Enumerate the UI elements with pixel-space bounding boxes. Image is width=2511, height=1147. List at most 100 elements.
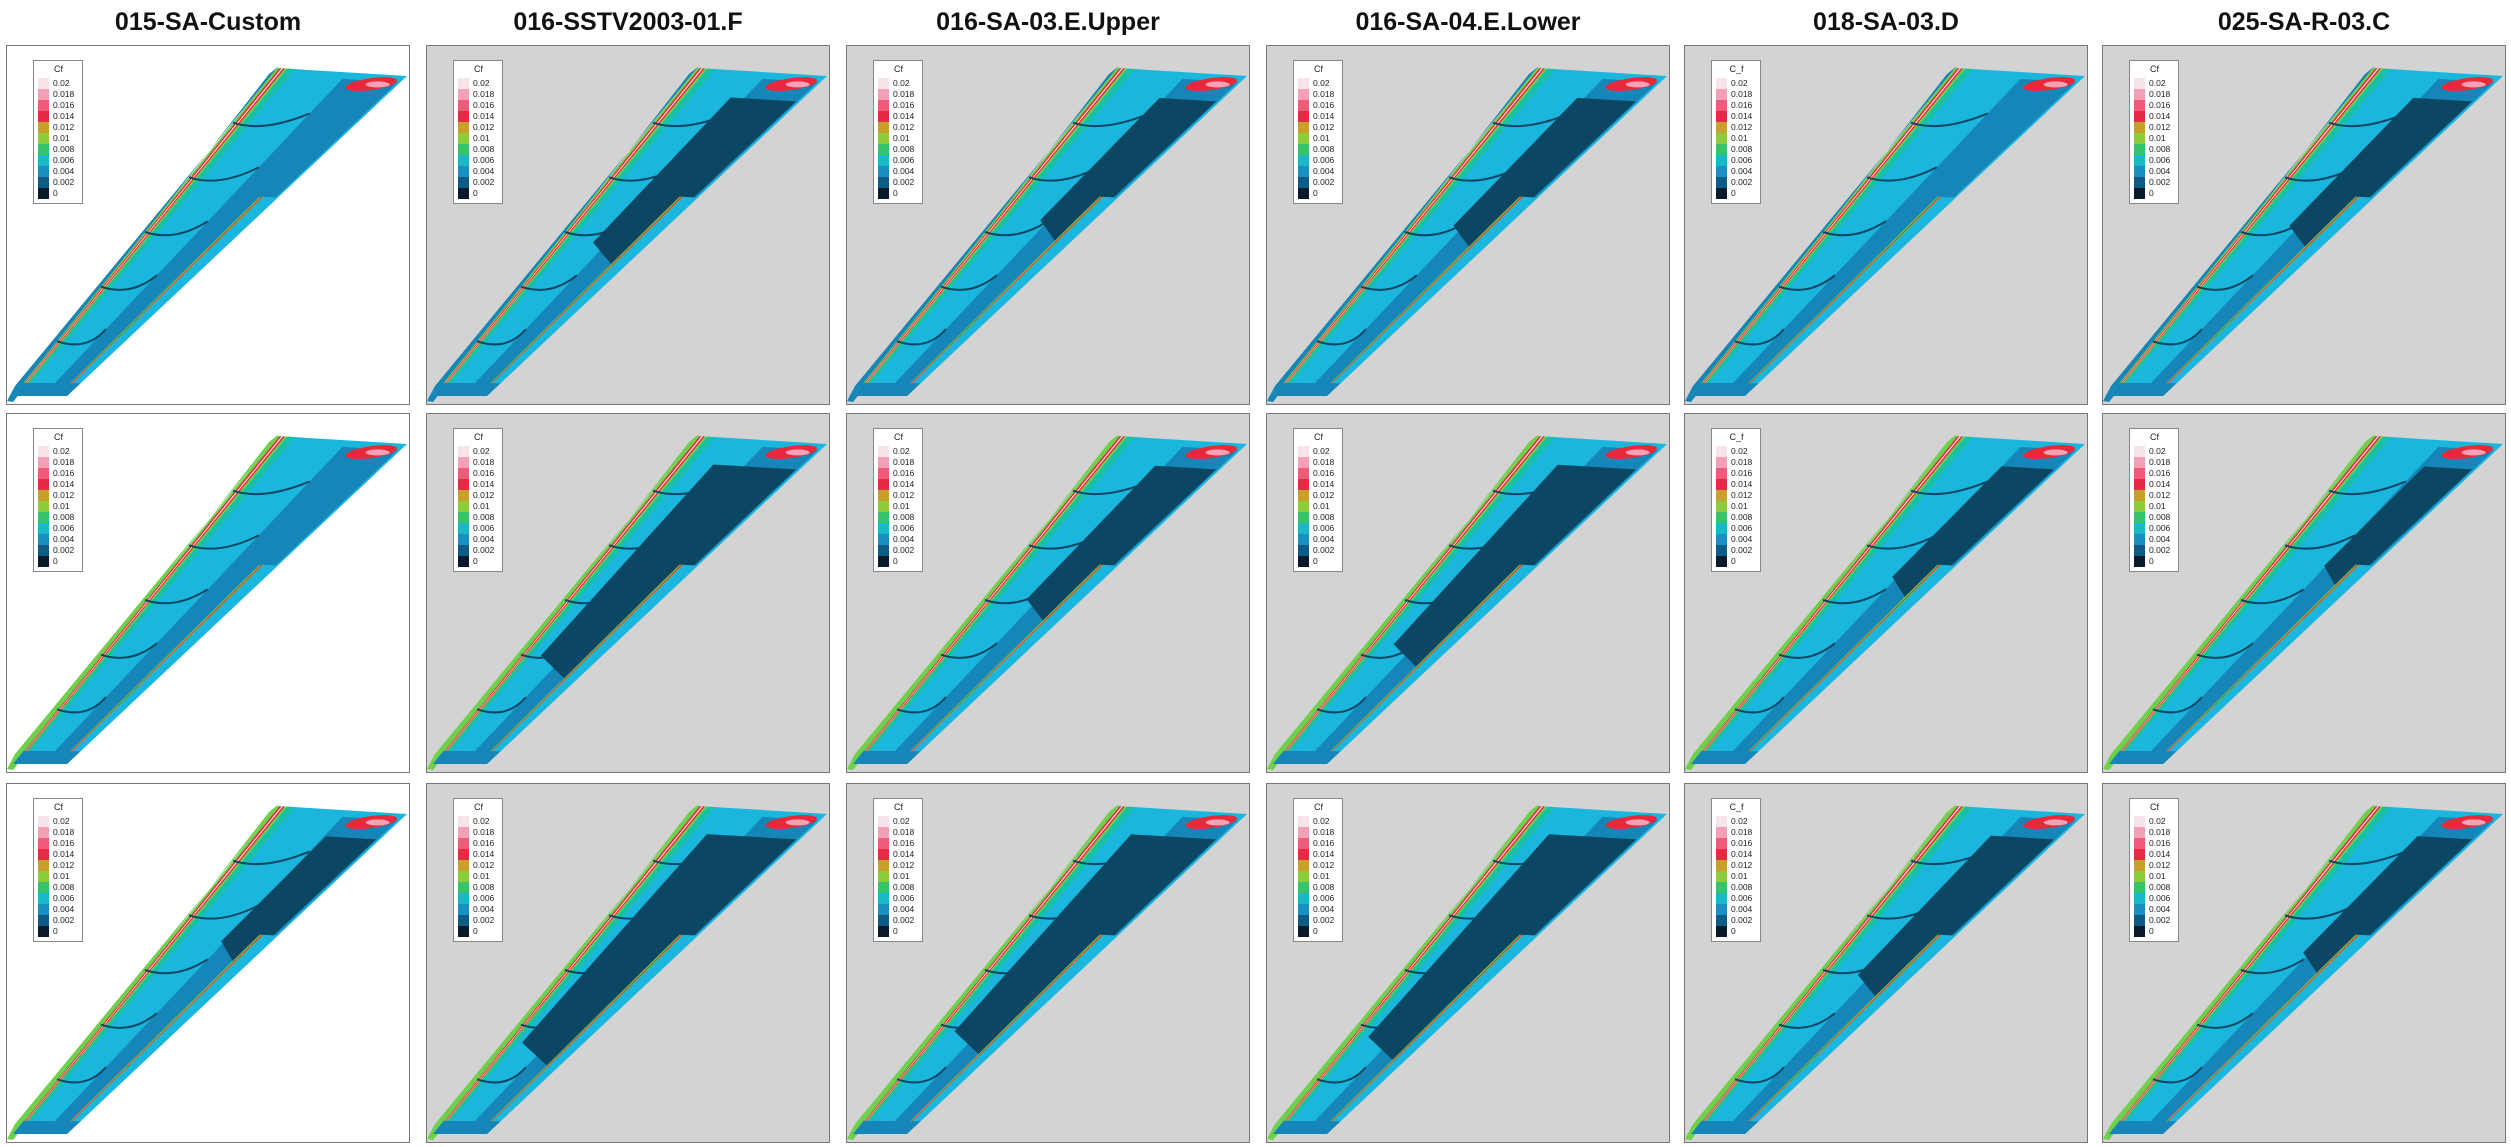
legend-swatch <box>2134 490 2145 501</box>
legend-label: 0.02 <box>1313 816 1330 826</box>
legend-swatch <box>2134 882 2145 893</box>
flap-surface <box>1329 564 1538 755</box>
station-line <box>232 480 311 496</box>
legend-entry: 0.014 <box>878 479 919 490</box>
legend-swatch <box>38 155 49 166</box>
legend-entry: 0.016 <box>458 838 499 849</box>
legend-label: 0.01 <box>1731 133 1748 143</box>
legend-swatch <box>1716 915 1727 926</box>
legend-swatch <box>458 816 469 827</box>
legend-swatch <box>458 490 469 501</box>
legend-swatch <box>458 545 469 556</box>
legend-label: 0.002 <box>2149 545 2171 555</box>
legend-swatch <box>878 166 889 177</box>
legend-swatch <box>38 490 49 501</box>
station-line <box>520 274 578 291</box>
legend-swatch <box>458 155 469 166</box>
legend-label: 0.012 <box>473 490 495 500</box>
legend-entry: 0.004 <box>2134 534 2175 545</box>
legend-label: 0.008 <box>473 144 495 154</box>
legend-entry: 0.012 <box>878 122 919 133</box>
legend-label: 0.016 <box>53 838 75 848</box>
legend-swatch <box>2134 89 2145 100</box>
flap-red-band <box>1745 564 1941 755</box>
legend-swatch <box>38 479 49 490</box>
colorbar-legend: C_f 0.02 0.018 0.016 0.014 0.012 0.01 0.008 0.00… <box>1711 428 1761 572</box>
separation-zone <box>593 97 797 271</box>
legend-label: 0.016 <box>893 468 915 478</box>
legend-swatch <box>38 177 49 188</box>
station-line <box>984 220 1049 237</box>
station-line <box>476 1066 527 1084</box>
legend-swatch <box>878 816 889 827</box>
separation-zone <box>954 834 1217 1059</box>
legend-swatch <box>38 501 49 512</box>
legend-entry: 0 <box>1716 188 1757 199</box>
legend-label: 0.01 <box>893 871 910 881</box>
legend-entry: 0 <box>458 188 499 199</box>
flap-red-band <box>67 934 263 1125</box>
flap-red-band <box>1327 564 1523 755</box>
legend-swatch <box>1298 479 1309 490</box>
wing-surface <box>427 66 827 402</box>
legend-label: 0.008 <box>1313 144 1335 154</box>
legend-swatch <box>1298 556 1309 567</box>
tip-pink-spot <box>365 449 390 456</box>
legend-swatch <box>2134 457 2145 468</box>
skin-friction-panel: Cf 0.02 0.018 0.016 0.014 0.012 0.01 0.008 0.006… <box>6 413 410 773</box>
flap-surface <box>2165 934 2374 1125</box>
legend-label: 0.014 <box>1731 479 1753 489</box>
skin-friction-panel: Cf 0.02 0.018 0.016 0.014 0.012 0.01 0.008 0.006… <box>426 413 830 773</box>
legend-label: 0 <box>53 188 58 198</box>
legend-swatch <box>458 78 469 89</box>
legend-entry: 0.02 <box>1716 78 1757 89</box>
flap-red-band <box>2163 564 2359 755</box>
station-line <box>1778 274 1836 291</box>
legend-label: 0.012 <box>893 122 915 132</box>
legend-entry: 0.01 <box>1716 133 1757 144</box>
legend-entry: 0.002 <box>1716 545 1757 556</box>
legend-entry: 0.016 <box>2134 468 2175 479</box>
legend-swatch <box>2134 501 2145 512</box>
legend-entry: 0 <box>2134 556 2175 567</box>
flap-surface <box>69 196 278 387</box>
le-mid-band <box>437 436 716 764</box>
legend-title: Cf <box>1314 432 1323 442</box>
legend-title: C_f <box>1729 64 1744 74</box>
station-line <box>1822 588 1887 605</box>
wing-surface <box>2103 434 2503 770</box>
skin-friction-panel: Cf 0.02 0.018 0.016 0.014 0.012 0.01 0.008 0.006… <box>2102 783 2506 1143</box>
legend-swatch <box>1716 166 1727 177</box>
legend-entry: 0.02 <box>1716 446 1757 457</box>
legend-swatch <box>38 816 49 827</box>
flap-red-band <box>67 564 263 755</box>
legend-swatch <box>1298 111 1309 122</box>
legend-entry: 0.008 <box>2134 882 2175 893</box>
legend-entry: 0.02 <box>458 816 499 827</box>
legend-entry: 0.01 <box>878 501 919 512</box>
legend-swatch <box>878 100 889 111</box>
legend-swatch <box>1298 827 1309 838</box>
legend-label: 0.014 <box>473 111 495 121</box>
station-line <box>2240 588 2305 605</box>
legend-label: 0 <box>473 926 478 936</box>
legend-entry: 0.016 <box>38 100 79 111</box>
legend-swatch <box>1298 860 1309 871</box>
station-line <box>476 696 527 714</box>
legend-entry: 0 <box>458 926 499 937</box>
legend-entry: 0.016 <box>38 468 79 479</box>
legend-entry: 0.006 <box>1716 155 1757 166</box>
tip-pink-spot <box>2043 449 2068 456</box>
legend-entry: 0.006 <box>1298 893 1339 904</box>
colorbar-legend: Cf 0.02 0.018 0.016 0.014 0.012 0.01 0.008 0.006… <box>33 60 83 204</box>
tip-pink-spot <box>1205 819 1230 826</box>
wing-surface <box>1267 434 1667 770</box>
legend-swatch <box>1298 122 1309 133</box>
legend-swatch <box>458 89 469 100</box>
station-line <box>2328 112 2407 128</box>
legend-swatch <box>1716 122 1727 133</box>
legend-entry: 0.004 <box>1298 534 1339 545</box>
legend-label: 0.018 <box>473 457 495 467</box>
legend-entry: 0.002 <box>878 915 919 926</box>
legend-label: 0.016 <box>1731 100 1753 110</box>
